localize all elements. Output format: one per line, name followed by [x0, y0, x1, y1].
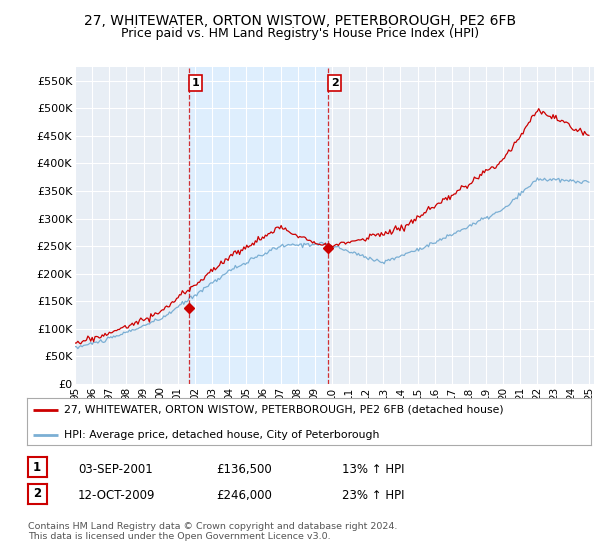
Text: 03-SEP-2001: 03-SEP-2001: [78, 463, 153, 475]
Text: HPI: Average price, detached house, City of Peterborough: HPI: Average price, detached house, City…: [64, 430, 379, 440]
Text: 12-OCT-2009: 12-OCT-2009: [78, 489, 155, 502]
Text: £136,500: £136,500: [216, 463, 272, 475]
Text: 2: 2: [331, 78, 338, 88]
Text: 1: 1: [192, 78, 200, 88]
Text: 23% ↑ HPI: 23% ↑ HPI: [342, 489, 404, 502]
Text: 27, WHITEWATER, ORTON WISTOW, PETERBOROUGH, PE2 6FB: 27, WHITEWATER, ORTON WISTOW, PETERBOROU…: [84, 14, 516, 28]
Text: 1: 1: [33, 460, 41, 474]
Text: Price paid vs. HM Land Registry's House Price Index (HPI): Price paid vs. HM Land Registry's House …: [121, 27, 479, 40]
Text: £246,000: £246,000: [216, 489, 272, 502]
Text: 27, WHITEWATER, ORTON WISTOW, PETERBOROUGH, PE2 6FB (detached house): 27, WHITEWATER, ORTON WISTOW, PETERBOROU…: [64, 404, 503, 414]
Bar: [189, 67, 328, 384]
Text: 13% ↑ HPI: 13% ↑ HPI: [342, 463, 404, 475]
Text: Contains HM Land Registry data © Crown copyright and database right 2024.
This d: Contains HM Land Registry data © Crown c…: [28, 522, 397, 542]
Text: 2: 2: [33, 487, 41, 501]
